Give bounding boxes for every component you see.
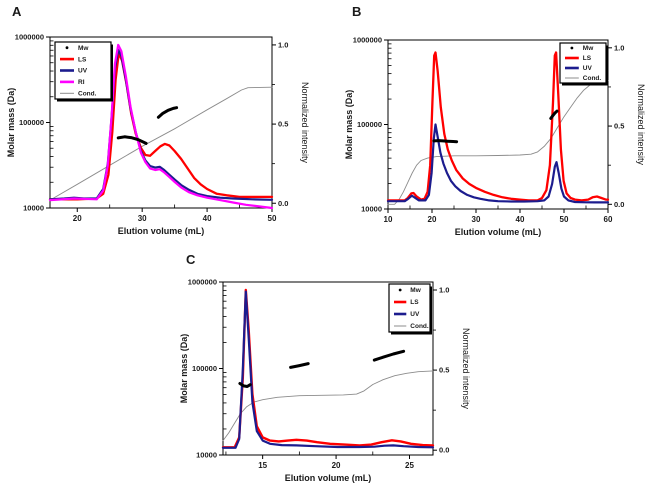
legend-label: Mw: [410, 287, 421, 294]
x-tick-label: 20: [428, 215, 437, 224]
series-B-UV: [386, 123, 610, 204]
series-C-Mw-seg3: [372, 349, 406, 362]
series-A-RI: [48, 43, 274, 210]
y-left-tick-label: 1000000: [353, 36, 382, 45]
y-left-axis-label: Molar mass (Da): [6, 88, 16, 158]
y-left-tick-label: 10000: [196, 451, 217, 460]
x-tick-label: 30: [472, 215, 481, 224]
legend-label: Cond.: [78, 91, 97, 98]
panel-C: 15 20 25 Elution volume (mL) 10000 100000 1000…: [179, 278, 471, 484]
x-tick-label: 50: [560, 215, 569, 224]
series-A-Mw-seg2: [156, 106, 179, 119]
legend-label: Mw: [583, 45, 594, 52]
series-A-LS: [48, 51, 274, 201]
legend-label: RI: [78, 79, 85, 86]
x-tick-label: 20: [332, 461, 341, 470]
y-left-axis-label: Molar mass (Da): [179, 334, 189, 404]
x-tick-label: 15: [258, 461, 267, 470]
legend-label: LS: [583, 55, 592, 62]
legend-swatch-dot: [570, 46, 574, 50]
series-A-Cond: [49, 86, 273, 201]
legend-label: UV: [410, 311, 420, 318]
x-axis-label: Elution volume (mL): [455, 227, 542, 237]
series-C-UV: [221, 290, 435, 449]
x-tick-label: 25: [405, 461, 414, 470]
y-right-tick-label: 1.0: [439, 286, 449, 295]
legend-box: [559, 42, 607, 84]
y-right-axis-label: Normalized intensity: [300, 82, 310, 164]
y-right-tick-label: 0.5: [439, 366, 449, 375]
y-left-tick-label: 10000: [361, 205, 382, 214]
y-right-tick-label: 1.0: [278, 40, 288, 49]
y-right-tick-label: 0.0: [278, 199, 288, 208]
x-tick-label: 40: [516, 215, 525, 224]
y-right-tick-label: 1.0: [614, 43, 624, 52]
panel-label-a: A: [12, 4, 22, 19]
series-B-Cond: [387, 80, 609, 205]
legend-box: [388, 283, 431, 333]
x-axis-label: Elution volume (mL): [118, 226, 205, 236]
series-C-LS: [221, 288, 435, 449]
x-tick-label: 30: [138, 214, 147, 223]
y-left-tick-label: 1000000: [188, 278, 217, 287]
series-A-Mw-seg1: [116, 135, 148, 145]
x-tick-label: 50: [268, 214, 277, 223]
panel-label-c: C: [186, 252, 196, 267]
legend-swatch-dot: [398, 288, 402, 292]
y-left-axis-label: Molar mass (Da): [344, 90, 354, 160]
panel-label-b: B: [352, 4, 362, 19]
legend-label: Mw: [78, 45, 89, 52]
y-right-axis-label: Normalized intensity: [636, 84, 646, 166]
legend-label: Cond.: [410, 323, 429, 330]
y-left-tick-label: 10000: [23, 204, 44, 213]
y-right-tick-label: 0.0: [439, 446, 449, 455]
x-tick-label: 20: [73, 214, 82, 223]
legend-B: Mw LS UV Cond.: [559, 42, 608, 86]
y-right-axis-label: Normalized intensity: [461, 328, 471, 410]
legend-swatch-dot: [65, 46, 69, 50]
y-right-tick-label: 0.0: [614, 200, 624, 209]
series-C-Mw-seg1: [238, 382, 252, 388]
legend-label: UV: [78, 68, 88, 75]
legend-C: Mw LS UV Cond.: [388, 283, 432, 335]
y-left-tick-label: 100000: [19, 118, 44, 127]
y-left-tick-label: 100000: [192, 364, 217, 373]
x-tick-label: 40: [203, 214, 212, 223]
x-axis-label: Elution volume (mL): [285, 473, 372, 483]
series-C-Mw-seg2: [289, 362, 310, 369]
panel-A: 20 30 40 50 Elution volume (mL) 10000 100000 10…: [6, 33, 310, 237]
series-B-Mw-seg2: [549, 109, 559, 120]
legend-label: Cond.: [583, 75, 602, 82]
y-right-tick-label: 0.5: [614, 122, 624, 131]
legend-label: UV: [583, 65, 593, 72]
series-B-Mw-seg1: [432, 139, 459, 144]
panel-B: 10 20 30 40 50 60 Elution volume (mL) 10000 1000…: [344, 36, 646, 238]
y-left-tick-label: 1000000: [15, 33, 44, 42]
legend-label: LS: [78, 56, 87, 63]
legend-label: LS: [410, 299, 419, 306]
series-B-LS: [386, 51, 610, 202]
x-tick-label: 10: [384, 215, 393, 224]
x-tick-label: 60: [604, 215, 613, 224]
legend-A: Mw LS UV RI Cond.: [54, 41, 113, 102]
y-left-tick-label: 100000: [357, 120, 382, 129]
y-right-tick-label: 0.5: [278, 120, 288, 129]
